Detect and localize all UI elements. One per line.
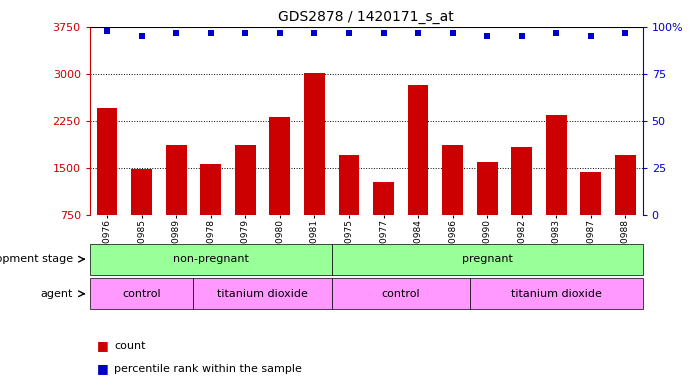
Bar (442, 145, 463, 215)
Bar (339, 156, 359, 215)
Bar (304, 73, 325, 215)
Text: pregnant: pregnant (462, 254, 513, 264)
Text: percentile rank within the sample: percentile rank within the sample (114, 364, 302, 374)
Bar (580, 172, 601, 215)
Bar (131, 169, 152, 215)
Text: control: control (381, 289, 420, 299)
Bar (235, 145, 256, 215)
Text: development stage: development stage (0, 254, 73, 264)
Bar (166, 145, 187, 215)
Bar (546, 115, 567, 215)
Text: ■: ■ (97, 362, 108, 375)
Bar (408, 84, 428, 215)
Text: titanium dioxide: titanium dioxide (217, 289, 308, 299)
Bar (200, 164, 221, 215)
Text: titanium dioxide: titanium dioxide (511, 289, 602, 299)
Bar (477, 162, 498, 215)
Text: control: control (122, 289, 161, 299)
Bar (615, 156, 636, 215)
Bar (269, 117, 290, 215)
Bar (97, 108, 117, 215)
Bar (373, 182, 394, 215)
Text: non-pregnant: non-pregnant (173, 254, 249, 264)
Text: ■: ■ (97, 339, 108, 352)
Text: count: count (114, 341, 146, 351)
Title: GDS2878 / 1420171_s_at: GDS2878 / 1420171_s_at (278, 10, 454, 25)
Text: agent: agent (41, 289, 73, 299)
Bar (511, 147, 532, 215)
